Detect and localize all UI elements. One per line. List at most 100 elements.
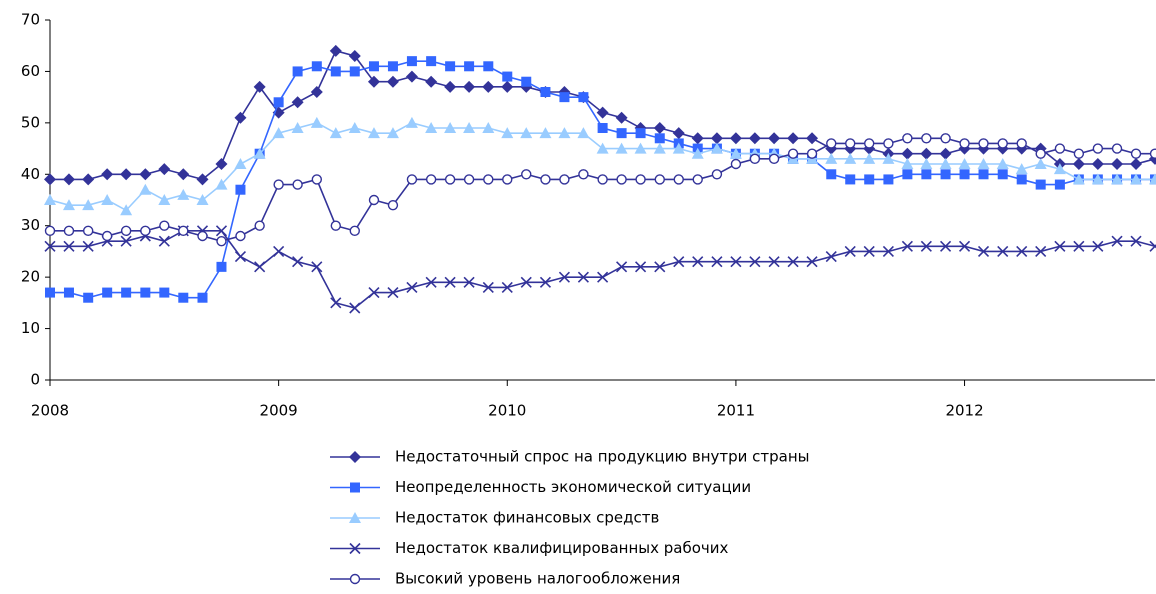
y-tick-label: 0 <box>30 371 40 389</box>
marker-circle <box>1073 148 1085 159</box>
legend-label: Высокий уровень налогообложения <box>395 570 680 588</box>
marker-cross <box>82 240 94 252</box>
marker-cross <box>768 256 780 268</box>
marker-triangle <box>120 204 133 216</box>
marker-square <box>140 287 151 298</box>
series <box>44 225 1156 314</box>
marker-diamond <box>405 70 418 83</box>
marker-cross <box>692 256 704 268</box>
marker-diamond <box>120 168 133 181</box>
marker-circle <box>1016 138 1027 149</box>
marker-square <box>121 287 132 298</box>
marker-diamond <box>62 173 75 186</box>
marker-circle <box>616 174 627 185</box>
marker-circle <box>159 220 170 231</box>
marker-square <box>406 56 417 67</box>
marker-square <box>349 66 360 77</box>
marker-cross <box>920 240 932 252</box>
marker-circle <box>1035 148 1046 159</box>
y-tick-label: 10 <box>21 319 40 337</box>
marker-square <box>178 292 189 303</box>
marker-cross <box>787 256 799 268</box>
marker-diamond <box>82 173 95 186</box>
marker-cross <box>825 251 837 263</box>
marker-diamond <box>349 451 361 463</box>
marker-square <box>426 56 437 67</box>
marker-diamond <box>348 50 361 62</box>
marker-triangle <box>710 142 723 154</box>
marker-circle <box>292 179 303 190</box>
y-tick-label: 60 <box>21 62 40 80</box>
marker-triangle <box>367 127 380 139</box>
marker-square <box>940 169 951 180</box>
y-tick-label: 50 <box>21 113 40 131</box>
x-tick-label: 2008 <box>31 402 69 420</box>
marker-triangle <box>634 142 647 154</box>
marker-diamond <box>1072 158 1085 170</box>
marker-cross <box>1149 240 1156 252</box>
marker-cross <box>158 235 170 247</box>
y-tick-label: 40 <box>21 165 40 183</box>
marker-cross <box>673 256 685 268</box>
marker-cross <box>406 281 418 293</box>
marker-square <box>864 174 875 185</box>
marker-square <box>578 92 589 103</box>
marker-cross <box>63 240 75 252</box>
marker-triangle <box>349 512 361 523</box>
marker-triangle <box>1015 163 1028 175</box>
marker-triangle <box>1072 173 1085 185</box>
marker-circle <box>140 225 151 237</box>
marker-cross <box>501 281 513 293</box>
marker-diamond <box>139 168 152 181</box>
marker-cross <box>977 245 990 257</box>
marker-cross <box>44 240 56 252</box>
marker-cross <box>940 240 952 252</box>
series <box>44 133 1156 247</box>
marker-triangle <box>215 178 228 190</box>
marker-diamond <box>367 75 380 88</box>
marker-cross <box>654 261 666 273</box>
marker-diamond <box>177 168 190 181</box>
marker-triangle <box>825 152 838 164</box>
marker-cross <box>597 271 609 283</box>
legend: Недостаточный спрос на продукцию внутри … <box>330 448 810 588</box>
marker-cross <box>520 276 532 288</box>
marker-triangle <box>272 127 285 139</box>
marker-cross <box>234 251 247 263</box>
marker-triangle <box>482 122 495 133</box>
marker-square <box>559 92 570 103</box>
marker-triangle <box>310 116 323 128</box>
marker-square <box>921 169 932 180</box>
marker-circle <box>1149 148 1156 159</box>
marker-diamond <box>653 122 666 134</box>
marker-diamond <box>386 75 399 88</box>
marker-cross <box>558 271 570 283</box>
marker-square <box>845 174 856 185</box>
marker-square <box>540 87 551 97</box>
marker-triangle <box>920 158 933 169</box>
marker-cross <box>1111 235 1123 247</box>
marker-cross <box>368 287 380 299</box>
series <box>44 116 1156 216</box>
marker-cross <box>749 256 761 268</box>
marker-circle <box>978 138 989 149</box>
marker-triangle <box>234 158 247 169</box>
marker-circle <box>463 174 475 185</box>
marker-triangle <box>1111 173 1124 185</box>
legend-label: Недостаток финансовых средств <box>395 509 659 527</box>
marker-diamond <box>234 111 247 124</box>
marker-square <box>83 292 94 303</box>
marker-cross <box>539 276 552 288</box>
marker-cross <box>463 276 475 288</box>
marker-cross <box>330 297 342 309</box>
marker-circle <box>178 225 189 237</box>
marker-diamond <box>672 127 685 140</box>
marker-cross <box>1016 245 1028 257</box>
marker-square <box>635 128 646 139</box>
legend-label: Недостаток квалифицированных рабочих <box>395 539 729 557</box>
marker-circle <box>368 194 380 206</box>
marker-circle <box>940 133 951 144</box>
marker-diamond <box>310 86 323 98</box>
marker-circle <box>82 225 94 237</box>
marker-circle <box>864 138 875 149</box>
